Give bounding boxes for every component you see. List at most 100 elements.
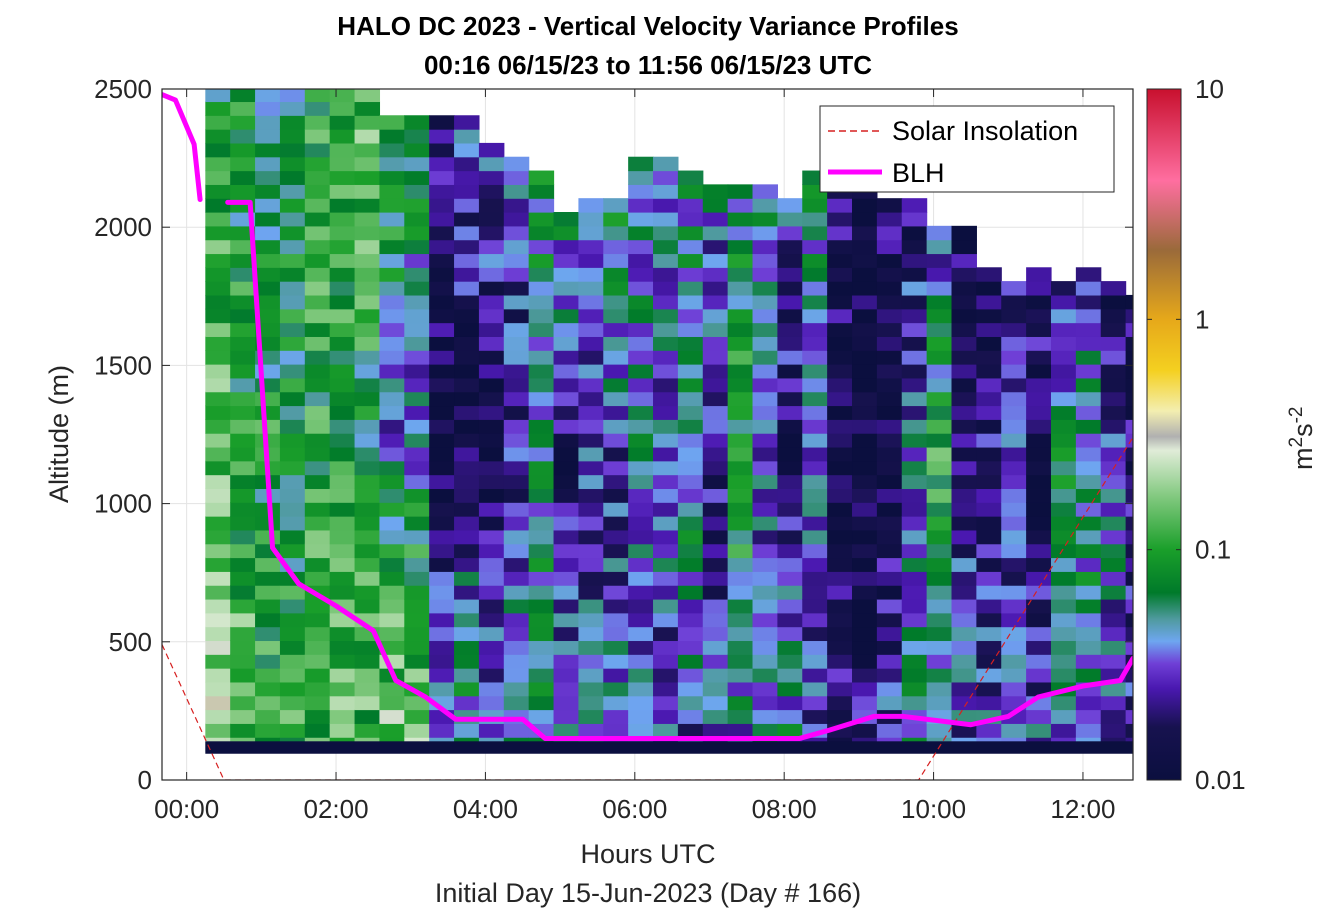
heatmap-cell: [677, 267, 704, 282]
heatmap-cell: [976, 723, 1002, 738]
heatmap-cell: [454, 212, 480, 227]
heatmap-cell: [1250, 530, 1275, 544]
heatmap-cell: [926, 377, 953, 393]
heatmap-cell: [578, 654, 604, 669]
heatmap-cell: [777, 419, 803, 434]
heatmap-cell: [553, 502, 580, 517]
heatmap-cell: [653, 598, 679, 614]
heatmap-cell: [205, 225, 231, 241]
heatmap-cell: [1100, 405, 1127, 420]
heatmap-cell: [255, 294, 281, 310]
heatmap-cell: [578, 723, 604, 738]
heatmap-cell: [354, 529, 381, 545]
heatmap-cell: [454, 225, 480, 241]
heatmap-cell: [653, 585, 679, 600]
heatmap-cell: [628, 681, 654, 697]
heatmap-cell: [404, 322, 430, 337]
heatmap-cell: [1001, 668, 1027, 683]
heatmap-cell: [1125, 543, 1133, 559]
colorbar-tick-label: 0.01: [1195, 765, 1246, 795]
heatmap-cell: [603, 502, 629, 517]
heatmap-cell: [354, 502, 381, 517]
heatmap-cell: [528, 460, 555, 476]
heatmap-cell: [553, 253, 580, 268]
heatmap-cell: [777, 474, 803, 489]
heatmap-cell: [1001, 474, 1027, 489]
heatmap-cell: [827, 364, 853, 379]
heatmap-cell: [454, 612, 480, 628]
heatmap-cell: [827, 557, 853, 572]
heatmap-cell: [379, 474, 405, 489]
heatmap-cell: [478, 405, 505, 420]
heatmap-cell: [1250, 627, 1275, 641]
heatmap-cell: [1250, 682, 1275, 696]
heatmap-cell: [1026, 294, 1052, 310]
heatmap-cell: [354, 336, 381, 351]
heatmap-cell: [777, 336, 803, 351]
heatmap-cell: [578, 626, 604, 642]
heatmap-cell: [901, 419, 928, 434]
heatmap-cell: [404, 598, 430, 614]
heatmap-cell: [205, 156, 231, 172]
heatmap-cell: [1225, 654, 1250, 668]
x-tick-label: 02:00: [303, 794, 368, 824]
heatmap-cell: [205, 377, 231, 393]
heatmap-cell: [1026, 474, 1052, 489]
heatmap-cell: [304, 516, 331, 531]
heatmap-cell: [876, 225, 903, 241]
heatmap-cell: [255, 377, 281, 393]
heatmap-cell: [653, 294, 679, 310]
heatmap-cell: [503, 322, 530, 337]
heatmap-cell: [553, 350, 580, 365]
heatmap-cell: [304, 115, 331, 130]
heatmap-cell: [1300, 516, 1325, 530]
heatmap-cell: [1225, 640, 1250, 654]
heatmap-cell: [304, 267, 331, 282]
x-tick-label: 04:00: [453, 794, 518, 824]
heatmap-cell: [976, 585, 1002, 600]
heatmap-cell: [553, 419, 580, 434]
heatmap-cell: [379, 225, 405, 241]
heatmap-cell: [802, 433, 828, 448]
heatmap-cell: [653, 709, 679, 724]
heatmap-cell: [205, 502, 231, 517]
heatmap-cell: [802, 267, 828, 282]
heatmap-cell: [951, 516, 977, 531]
heatmap-cell: [1125, 294, 1133, 310]
heatmap-cell: [752, 598, 778, 614]
heatmap-cell: [1275, 737, 1300, 751]
heatmap-cell: [1275, 668, 1300, 682]
heatmap-cell: [1075, 281, 1102, 296]
heatmap-cell: [454, 723, 480, 738]
heatmap-cell: [752, 460, 778, 476]
heatmap-cell: [503, 598, 530, 614]
heatmap-cell: [255, 322, 281, 337]
heatmap-cell: [752, 364, 778, 379]
heatmap-cell: [677, 516, 704, 531]
heatmap-cell: [1075, 543, 1102, 559]
heatmap-cell: [279, 184, 306, 199]
heatmap-cell: [429, 405, 455, 420]
heatmap-cell: [603, 239, 629, 255]
heatmap-cell: [702, 681, 729, 697]
heatmap-cell: [852, 502, 878, 517]
heatmap-cell: [1075, 695, 1102, 711]
heatmap-cell: [677, 695, 704, 711]
heatmap-cell: [354, 212, 381, 227]
heatmap-cell: [926, 516, 953, 531]
heatmap-cell: [976, 612, 1002, 628]
heatmap-cell: [255, 612, 281, 628]
heatmap-cell: [1225, 710, 1250, 724]
heatmap-cell: [454, 129, 480, 144]
heatmap-cell: [553, 322, 580, 337]
colorbar-bar: [1147, 89, 1181, 780]
heatmap-cell: [230, 184, 256, 199]
heatmap-cell: [304, 308, 331, 324]
heatmap-cell: [752, 543, 778, 559]
heatmap-cell: [752, 322, 778, 337]
heatmap-cell: [503, 695, 530, 711]
heatmap-cell: [951, 502, 977, 517]
heatmap-cell: [454, 446, 480, 462]
heatmap-cell: [329, 89, 356, 103]
heatmap-cell: [852, 294, 878, 310]
